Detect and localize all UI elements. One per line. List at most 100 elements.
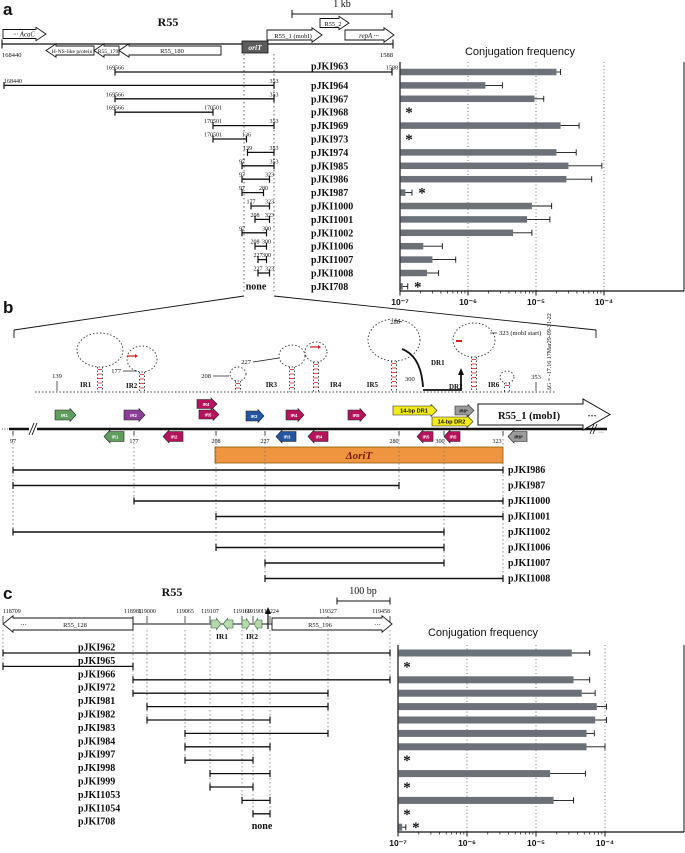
feature-below-label-IR5: IR5 bbox=[423, 434, 430, 439]
stem-loop-3 bbox=[278, 344, 306, 368]
feature-below-IR2 bbox=[162, 429, 184, 444]
construct-name-c-pJKI966: pJKI966 bbox=[78, 669, 115, 680]
gene-label-mobi-a: R55_1 (mobI) bbox=[274, 33, 312, 40]
chart-title-c: Conjugation frequency bbox=[427, 627, 539, 639]
construct-none-c: none bbox=[252, 821, 273, 832]
gene-label-r55-128: R55_128 bbox=[63, 622, 87, 629]
construct-name-c-pJKI982: pJKI982 bbox=[78, 710, 115, 721]
construct-start-pJKI968: 169566 bbox=[106, 106, 124, 112]
construct-name-b-pJKI1007: pJKI1007 bbox=[508, 558, 550, 569]
gene-label-r55-179: R55_179 bbox=[98, 49, 119, 55]
pos-227: 227 bbox=[241, 359, 252, 366]
chart-a-bar-pJKI967 bbox=[400, 95, 535, 103]
chart-a-tick-label: 10⁻⁴ bbox=[595, 297, 613, 307]
construct-end-pJKI968: 170501 bbox=[204, 106, 222, 112]
feature-above-14-bp DR1 bbox=[392, 403, 438, 418]
chart-a-tick-label: 10⁻⁶ bbox=[459, 297, 477, 307]
track-pos-300: 300 bbox=[435, 438, 444, 445]
construct-end-pJKI987: 280 bbox=[259, 186, 268, 192]
construct-start-pJKI963: 169566 bbox=[106, 66, 124, 72]
chart-c-bar-pJKI983 bbox=[398, 729, 587, 737]
chart-c-tick-label: 10⁻⁴ bbox=[596, 838, 614, 848]
construct-name-pJKI969: pJKI969 bbox=[311, 121, 348, 132]
pos-177: 177 bbox=[111, 368, 122, 375]
pos-353: 353 bbox=[531, 374, 541, 381]
feature-above-label-IR4: IR4 bbox=[203, 402, 210, 407]
chart-c-bar-pJKI984 bbox=[398, 743, 587, 751]
construct-end-pJKI973: 136 bbox=[242, 133, 251, 139]
chart-a-bar-pJKI1002 bbox=[400, 229, 514, 237]
track-break-slash bbox=[28, 422, 35, 436]
map-left-coord-a: 168440 bbox=[2, 52, 22, 59]
construct-start-pJKI986: 97 bbox=[239, 173, 245, 179]
panel-c-letter: c bbox=[3, 584, 13, 603]
delta-g-text: ΔG = -17.16 17Mar29-09-31-22 bbox=[547, 313, 553, 391]
feature-below-IR4 bbox=[307, 429, 329, 444]
chart-a-bar-pJKI986 bbox=[400, 175, 567, 183]
track-break-slash bbox=[31, 422, 38, 436]
chart-a-bar-pJKI987 bbox=[400, 189, 406, 196]
feature-above-14-bp DR2 bbox=[431, 414, 474, 429]
map-title-c: R55 bbox=[161, 585, 183, 599]
construct-start-pJKI964: 168440 bbox=[4, 79, 22, 85]
construct-name-pJKI986: pJKI986 bbox=[311, 175, 348, 186]
construct-end-pJKI1001: 323 bbox=[265, 213, 274, 219]
construct-end-pJKI967: 353 bbox=[270, 92, 279, 98]
construct-name-c-pJKI999: pJKI999 bbox=[78, 777, 115, 788]
construct-name-pJKI973: pJKI973 bbox=[311, 135, 348, 146]
construct-name-pJKI1008: pJKI1008 bbox=[311, 269, 353, 280]
chart-c-tick-label: 10⁻⁵ bbox=[527, 838, 545, 848]
feature-above-label-14-bp DR2: 14-bp DR2 bbox=[438, 419, 466, 425]
construct-end-pJKI963: 1588 bbox=[386, 66, 398, 72]
feature-below-label-IR3: IR3 bbox=[284, 434, 291, 439]
construct-name-c-pJKI981: pJKI981 bbox=[78, 696, 115, 707]
chart-c-bar-pJKI972 bbox=[398, 689, 582, 697]
gene-r55-2 bbox=[319, 15, 350, 31]
construct-name-b-pJKI1001: pJKI1001 bbox=[508, 512, 550, 523]
stem-loop-1 bbox=[126, 345, 158, 373]
construct-start-pJKI1008: 227 bbox=[254, 267, 263, 273]
chart-a-bar-pJKI1001 bbox=[400, 216, 528, 223]
map-coord-119065: 119065 bbox=[176, 609, 194, 615]
track-break-slash bbox=[592, 423, 598, 435]
track-break-slash bbox=[589, 423, 595, 435]
chart-c-tick-label: 10⁻⁷ bbox=[389, 838, 407, 848]
stem-loop-6 bbox=[452, 322, 496, 358]
scale-bar-label-a: 1 kb bbox=[333, 0, 351, 10]
chart-c-bar-pJKI966 bbox=[398, 676, 574, 684]
chart-a-bar-pJKI969 bbox=[400, 122, 561, 129]
ir1-label-c: IR1 bbox=[216, 632, 228, 641]
construct-name-c-pJKI997: pJKI997 bbox=[78, 750, 115, 761]
gene-hns bbox=[45, 42, 95, 59]
feature-above-label-IR3: IR3 bbox=[251, 414, 258, 419]
construct-name-c-pJKI984: pJKI984 bbox=[78, 736, 115, 747]
construct-name-c-pJKI1054: pJKI1054 bbox=[78, 803, 120, 814]
feature-above-IR5 bbox=[347, 407, 367, 423]
gene-mobi-b-label: R55_1 (mobI) bbox=[498, 411, 561, 422]
construct-start-pJKI985: 97 bbox=[239, 159, 245, 165]
construct-name-pJKI1007: pJKI1007 bbox=[311, 255, 353, 266]
feature-below-label-IR1: IR1 bbox=[112, 434, 119, 439]
red-arrow-head bbox=[318, 345, 321, 349]
map-coord-119107: 119107 bbox=[201, 609, 219, 615]
map-coord-119169: 119169 bbox=[233, 609, 251, 615]
construct-name-c-pJKI998: pJKI998 bbox=[78, 763, 115, 774]
construct-name-pJKI964: pJKI964 bbox=[311, 81, 348, 92]
gene-label-repa: repA ··· bbox=[359, 33, 379, 40]
construct-end-pJKI1006: 300 bbox=[262, 240, 271, 246]
construct-name-c-pJKI708: pJKI708 bbox=[78, 817, 115, 828]
chart-c-bar-pJKI982 bbox=[398, 716, 596, 724]
construct-start-pJKI1007: 227 bbox=[254, 253, 263, 259]
feature-above-IR1 bbox=[54, 407, 77, 423]
construct-name-b-pJKI1008: pJKI1008 bbox=[508, 574, 550, 585]
construct-name-pJKI1006: pJKI1006 bbox=[311, 242, 353, 253]
ir1-arrow-right bbox=[222, 617, 234, 631]
stem-loop-2 bbox=[229, 366, 247, 382]
construct-name-pJKI987: pJKI987 bbox=[311, 188, 348, 199]
gene-r55-180 bbox=[118, 42, 222, 59]
gene-mobi-a bbox=[266, 26, 323, 44]
feature-above-IR4 bbox=[285, 407, 305, 423]
track-pos-280: 280 bbox=[389, 438, 398, 445]
feature-below-label-IR6*: IR6* bbox=[514, 434, 523, 439]
pos-208: 208 bbox=[201, 373, 211, 380]
